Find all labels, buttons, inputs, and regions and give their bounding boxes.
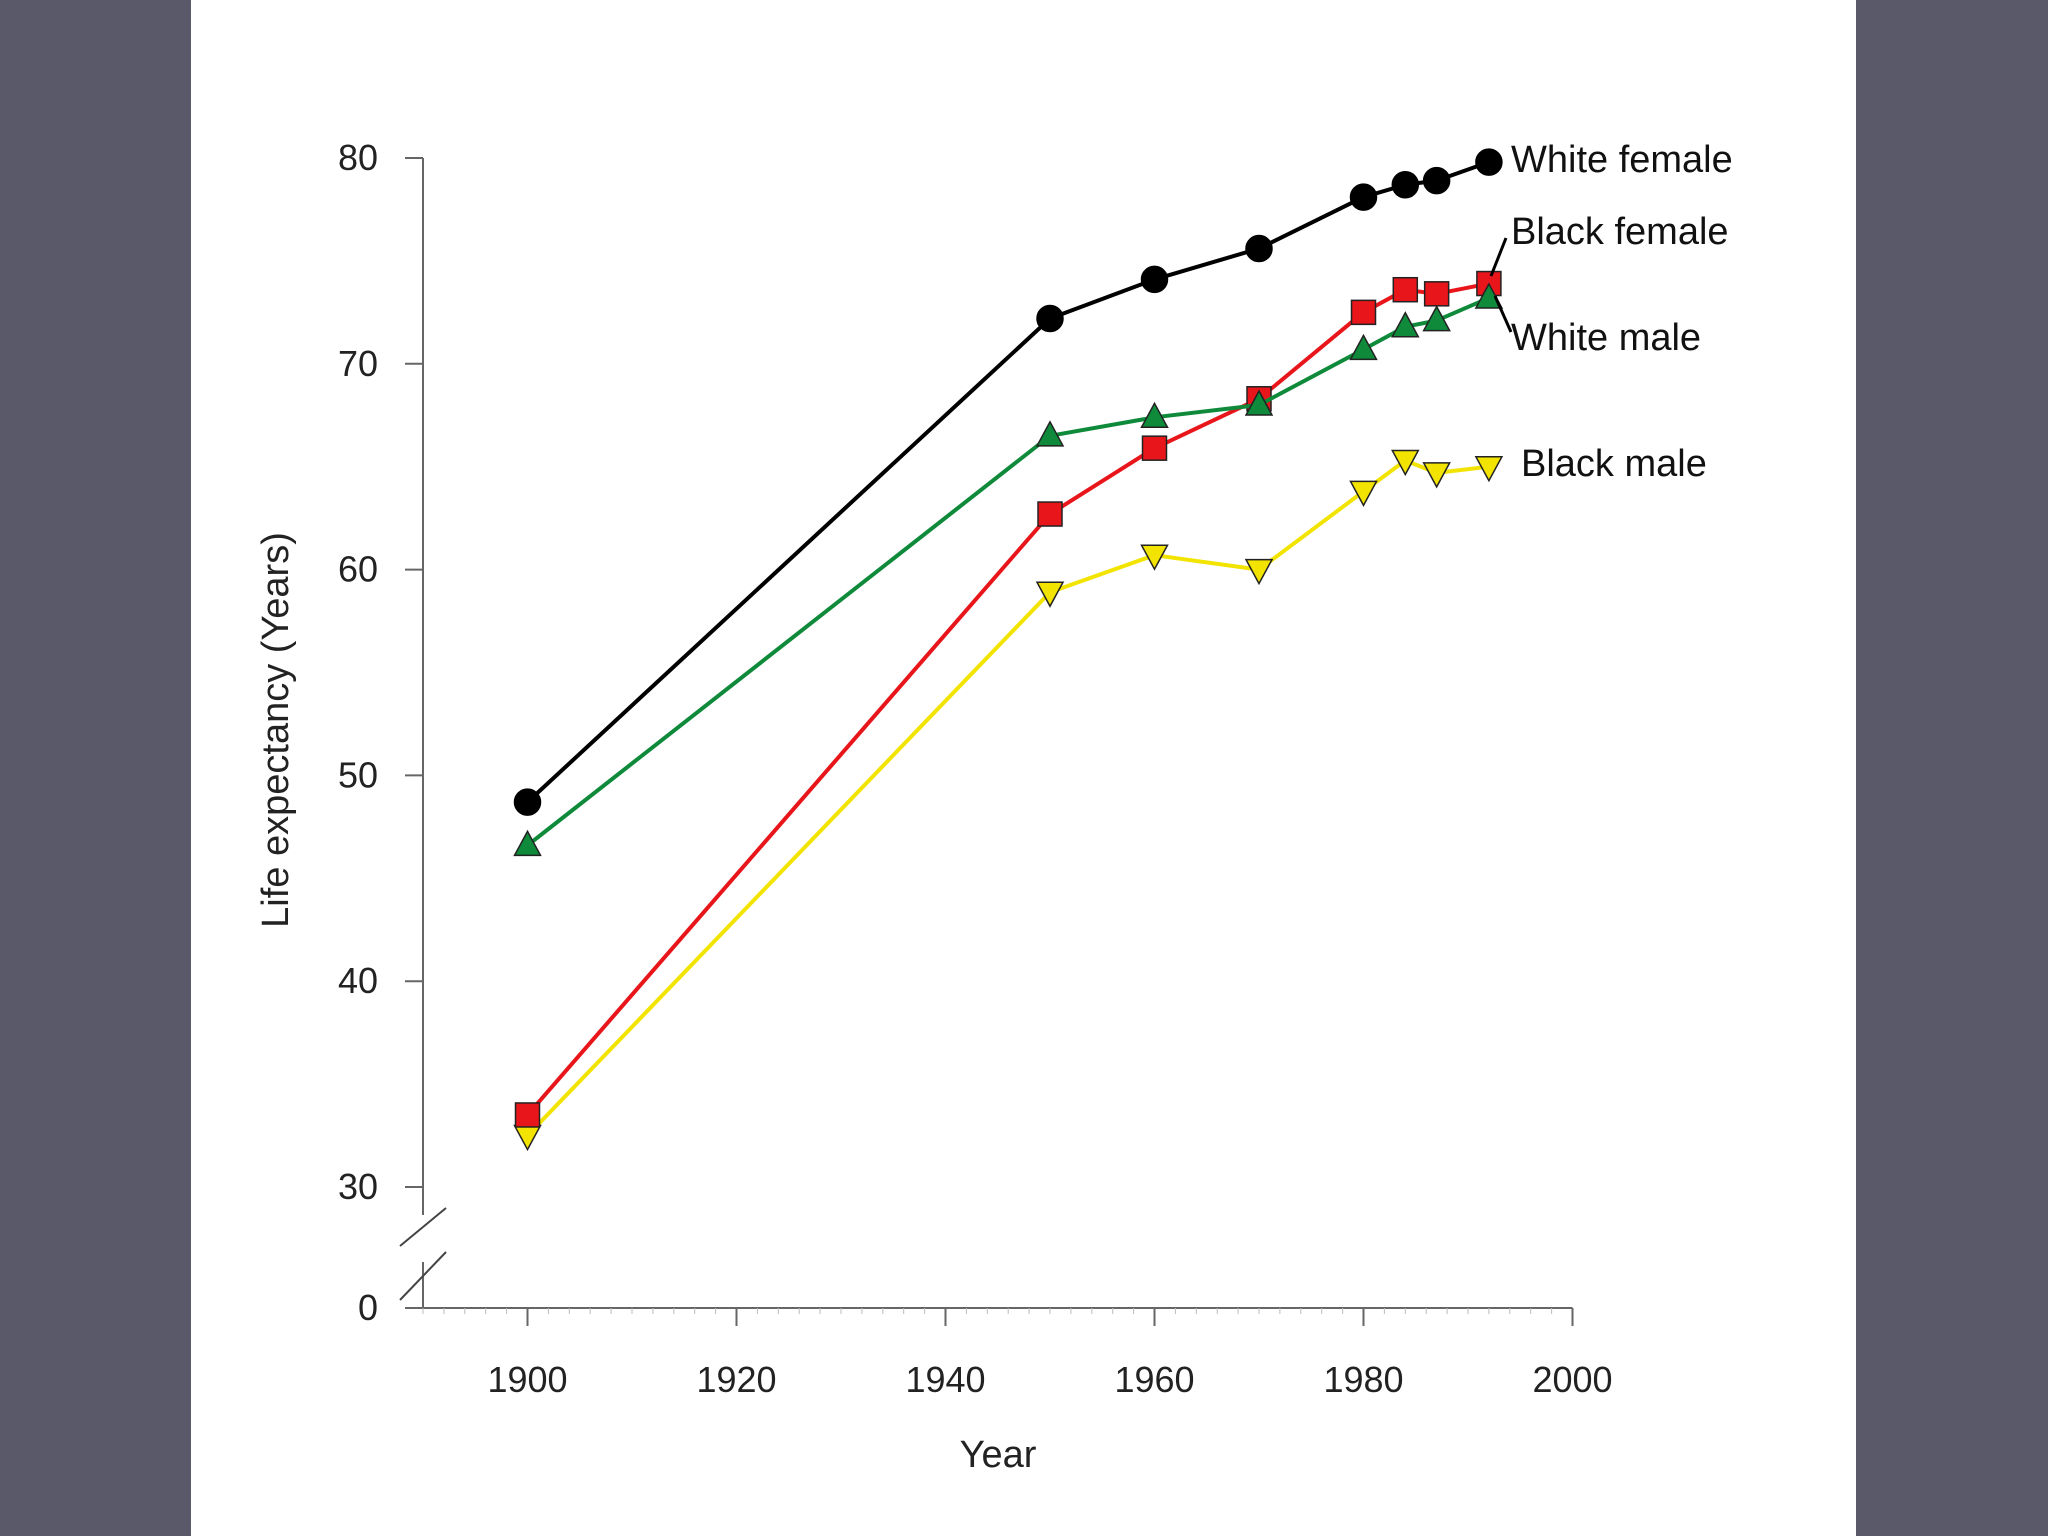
slide-panel [191, 0, 1856, 1536]
x-tick-label: 1920 [696, 1359, 776, 1400]
series-line-white-male [526, 296, 1490, 847]
data-point [1349, 480, 1378, 507]
series-black-female [514, 270, 1502, 1128]
data-point [513, 1124, 542, 1152]
data-point [1474, 455, 1504, 483]
slide-background-right [1856, 0, 2048, 1536]
data-point [1140, 544, 1169, 571]
y-tick-label: 80 [338, 137, 378, 178]
series-label-leader [1493, 295, 1513, 333]
y-tick-label: 50 [338, 754, 378, 795]
chart-axes: 0 30 40 50 60 70 80 1900 1920 1940 1960 1980 2000 [338, 137, 1613, 1400]
series-label-black-male: Black male [1521, 443, 1707, 485]
y-tick-label: 30 [338, 1166, 378, 1207]
data-point [1391, 311, 1420, 338]
series-label-leader [1489, 237, 1508, 277]
series-line-white-female [526, 160, 1490, 804]
series-black-male [513, 449, 1504, 1152]
x-axis-title: Year [960, 1434, 1037, 1476]
series-white-male [513, 282, 1504, 857]
data-point [514, 1102, 541, 1128]
data-point [1245, 234, 1273, 263]
series-label-black-female: Black female [1511, 211, 1729, 253]
data-point [1244, 558, 1274, 586]
x-tick-label: 1960 [1114, 1359, 1194, 1400]
series-label-white-male: White male [1511, 317, 1701, 359]
data-point [1423, 281, 1450, 307]
data-point [1035, 581, 1065, 608]
data-point [1391, 449, 1420, 477]
data-point [1349, 183, 1378, 211]
data-point [1140, 265, 1169, 294]
data-point [513, 829, 542, 857]
chart-labels: White female Black female White male Black … [1489, 139, 1733, 485]
data-point [1035, 420, 1065, 447]
data-point [1244, 389, 1274, 416]
data-point [1141, 435, 1168, 461]
y-axis-title: Life expectancy (Years) [255, 532, 297, 928]
data-point [1391, 171, 1420, 199]
y-tick-label: 70 [338, 343, 378, 384]
data-point [1392, 276, 1419, 303]
data-point [1422, 462, 1451, 489]
x-tick-label: 1900 [487, 1359, 567, 1400]
y-tick-label: 40 [338, 960, 378, 1001]
data-point [1349, 333, 1378, 361]
axis-break-mark [399, 1251, 447, 1301]
data-point [1036, 304, 1064, 333]
series-line-black-female [525, 281, 1490, 1117]
slide-background-left [0, 0, 191, 1536]
y-tick-label: 60 [338, 549, 378, 590]
data-point [1350, 299, 1377, 326]
data-point [1422, 166, 1451, 195]
data-point [1475, 148, 1503, 176]
x-tick-label: 2000 [1532, 1359, 1612, 1400]
y-tick-label: 0 [358, 1287, 378, 1328]
data-point [1422, 305, 1451, 332]
chart-series [513, 148, 1504, 1152]
series-label-white-female: White female [1511, 139, 1733, 181]
series-white-female [513, 148, 1503, 816]
data-point [1037, 501, 1063, 527]
x-tick-label: 1980 [1323, 1359, 1403, 1400]
axis-break-mark [399, 1207, 447, 1247]
x-tick-label: 1940 [905, 1359, 985, 1400]
data-point [1140, 401, 1169, 429]
data-point [513, 788, 542, 816]
